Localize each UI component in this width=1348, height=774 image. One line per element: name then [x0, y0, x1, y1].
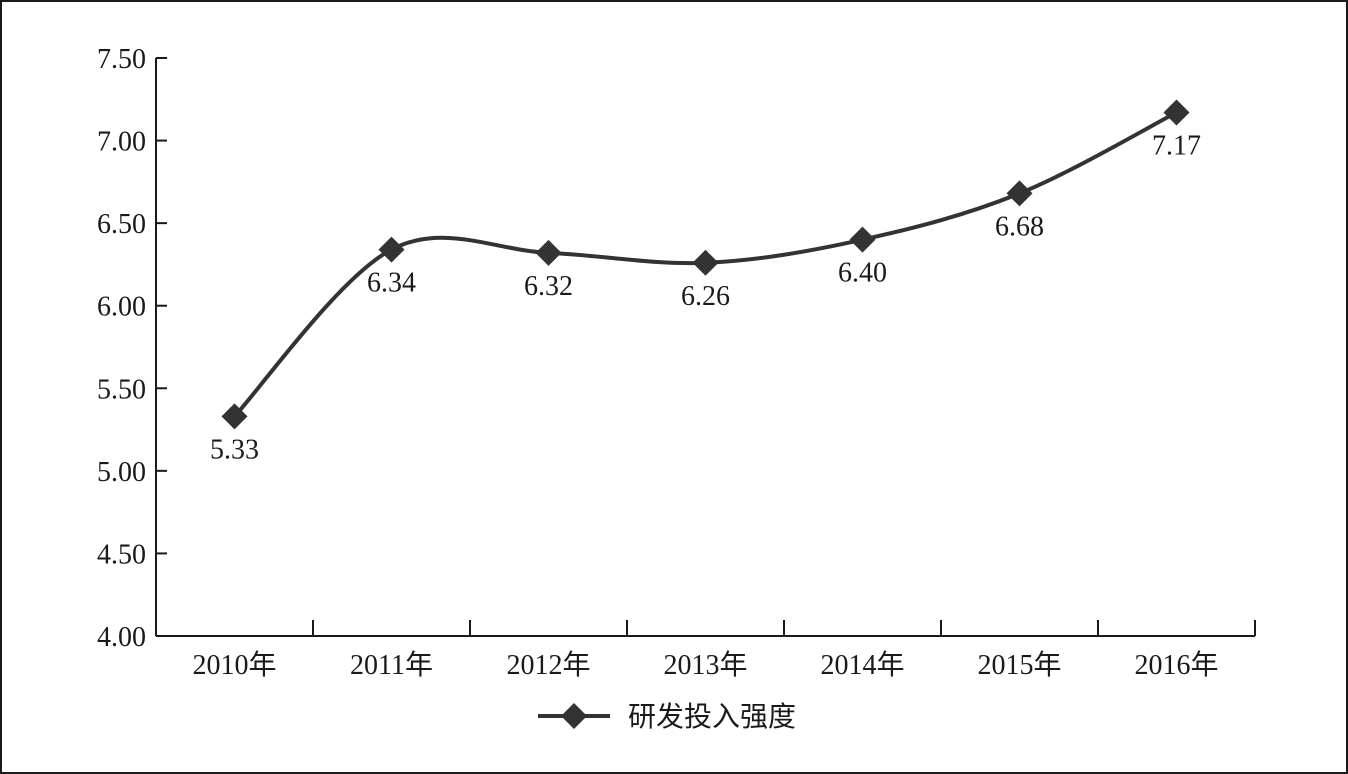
data-point-marker [221, 403, 248, 430]
x-tick-label: 2013年 [663, 649, 747, 681]
axes: 4.00 4.50 5.00 5.50 6.00 6.50 7.00 7.50 2010年 201… [97, 44, 1256, 681]
x-tick-label: 2014年 [820, 649, 904, 681]
y-tick-label: 7.00 [97, 127, 146, 158]
series-layer: 5.33 6.34 6.32 6.26 6.40 6.68 7.17 [210, 99, 1201, 465]
data-point-marker [1006, 180, 1033, 207]
y-tick-label: 6.00 [97, 292, 146, 323]
y-tick-label: 4.00 [97, 622, 146, 653]
legend: 研发投入强度 [538, 700, 796, 733]
data-label: 6.68 [995, 211, 1044, 242]
x-tick-label: 2015年 [977, 649, 1061, 681]
x-tick-label: 2010年 [192, 649, 276, 681]
data-label: 6.40 [838, 258, 887, 289]
data-point-marker [535, 239, 562, 266]
y-tick-label: 6.50 [97, 209, 146, 240]
legend-diamond-marker [561, 703, 587, 729]
y-tick-label: 4.50 [97, 539, 146, 570]
x-tick-label: 2012年 [506, 649, 590, 681]
data-point-marker [378, 236, 405, 263]
data-point-marker [849, 226, 876, 253]
data-point-marker [692, 249, 719, 276]
y-tick-label: 5.50 [97, 374, 146, 405]
data-label: 7.17 [1152, 130, 1201, 161]
data-label: 5.33 [210, 434, 259, 465]
x-tick-label: 2016年 [1134, 649, 1218, 681]
data-label: 6.34 [367, 268, 416, 299]
data-label: 6.26 [681, 281, 730, 312]
legend-label: 研发投入强度 [628, 700, 796, 733]
x-tick-label: 2011年 [350, 649, 433, 681]
y-tick-label: 5.00 [97, 457, 146, 488]
data-label: 6.32 [524, 271, 573, 302]
data-point-marker [1163, 99, 1190, 126]
y-tick-label: 7.50 [97, 44, 146, 75]
